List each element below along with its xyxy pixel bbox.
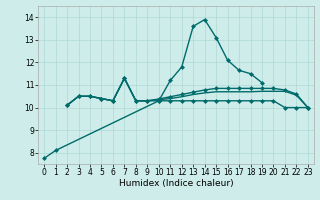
X-axis label: Humidex (Indice chaleur): Humidex (Indice chaleur) — [119, 179, 233, 188]
